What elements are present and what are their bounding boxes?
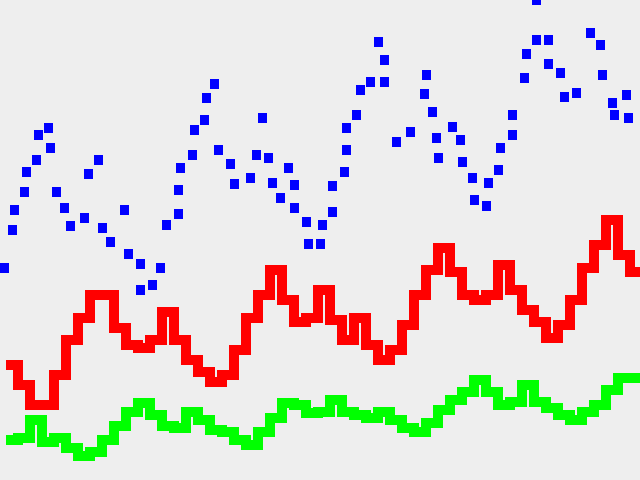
point-marker [522, 49, 531, 59]
point-marker [190, 125, 199, 135]
point-marker [608, 98, 617, 108]
point-marker [268, 178, 277, 188]
point-marker [532, 35, 541, 45]
point-marker [356, 85, 365, 95]
point-marker [202, 93, 211, 103]
point-marker [392, 137, 401, 147]
point-marker [174, 185, 183, 195]
point-marker [106, 237, 115, 247]
point-marker [304, 239, 313, 249]
point-marker [532, 0, 541, 5]
point-marker [46, 143, 55, 153]
point-marker [374, 37, 383, 47]
point-marker [448, 122, 457, 132]
point-marker [94, 155, 103, 165]
point-marker [520, 73, 529, 83]
point-marker [432, 133, 441, 143]
point-marker [406, 127, 415, 137]
point-marker [352, 110, 361, 120]
point-marker [328, 207, 337, 217]
point-marker [246, 173, 255, 183]
point-marker [422, 70, 431, 80]
point-marker [22, 167, 31, 177]
point-marker [148, 280, 157, 290]
point-marker [610, 110, 619, 120]
point-marker [470, 195, 479, 205]
point-marker [598, 70, 607, 80]
point-marker [290, 180, 299, 190]
point-marker [482, 201, 491, 211]
point-marker [276, 193, 285, 203]
point-marker [120, 205, 129, 215]
point-marker [560, 92, 569, 102]
point-marker [252, 150, 261, 160]
point-marker [84, 169, 93, 179]
point-marker [484, 178, 493, 188]
point-marker [544, 35, 553, 45]
point-marker [188, 150, 197, 160]
point-marker [66, 221, 75, 231]
point-marker [624, 113, 633, 123]
point-marker [226, 159, 235, 169]
point-marker [380, 77, 389, 87]
point-marker [8, 225, 17, 235]
point-marker [20, 187, 29, 197]
point-marker [290, 203, 299, 213]
point-marker [456, 135, 465, 145]
point-marker [420, 89, 429, 99]
point-marker [434, 153, 443, 163]
point-marker [230, 179, 239, 189]
point-marker [136, 285, 145, 295]
point-marker [60, 203, 69, 213]
point-marker [284, 163, 293, 173]
point-marker [494, 165, 503, 175]
point-marker [44, 123, 53, 133]
point-marker [264, 153, 273, 163]
point-marker [80, 213, 89, 223]
series-line [6, 215, 640, 410]
point-marker [316, 239, 325, 249]
point-marker [10, 205, 19, 215]
point-marker [32, 155, 41, 165]
point-marker [176, 163, 185, 173]
point-marker [34, 130, 43, 140]
point-marker [496, 143, 505, 153]
point-marker [544, 59, 553, 69]
point-marker [366, 77, 375, 87]
point-marker [302, 217, 311, 227]
point-marker [572, 88, 581, 98]
point-marker [174, 209, 183, 219]
point-marker [596, 40, 605, 50]
point-marker [258, 113, 267, 123]
point-marker [98, 223, 107, 233]
series-line [6, 373, 640, 461]
point-marker [342, 145, 351, 155]
point-marker [428, 107, 437, 117]
point-marker [162, 220, 171, 230]
point-marker [342, 123, 351, 133]
point-marker [156, 263, 165, 273]
point-marker [458, 157, 467, 167]
point-marker [136, 259, 145, 269]
point-marker [124, 249, 133, 259]
point-marker [318, 220, 327, 230]
point-marker [52, 187, 61, 197]
point-marker [468, 173, 477, 183]
point-marker [586, 28, 595, 38]
point-marker [328, 181, 337, 191]
point-marker [508, 110, 517, 120]
point-marker [556, 68, 565, 78]
point-marker [200, 115, 209, 125]
point-marker [210, 79, 219, 89]
point-marker [380, 55, 389, 65]
point-marker [0, 263, 9, 273]
point-marker [508, 130, 517, 140]
point-marker [214, 145, 223, 155]
point-marker [622, 90, 631, 100]
point-marker [340, 167, 349, 177]
